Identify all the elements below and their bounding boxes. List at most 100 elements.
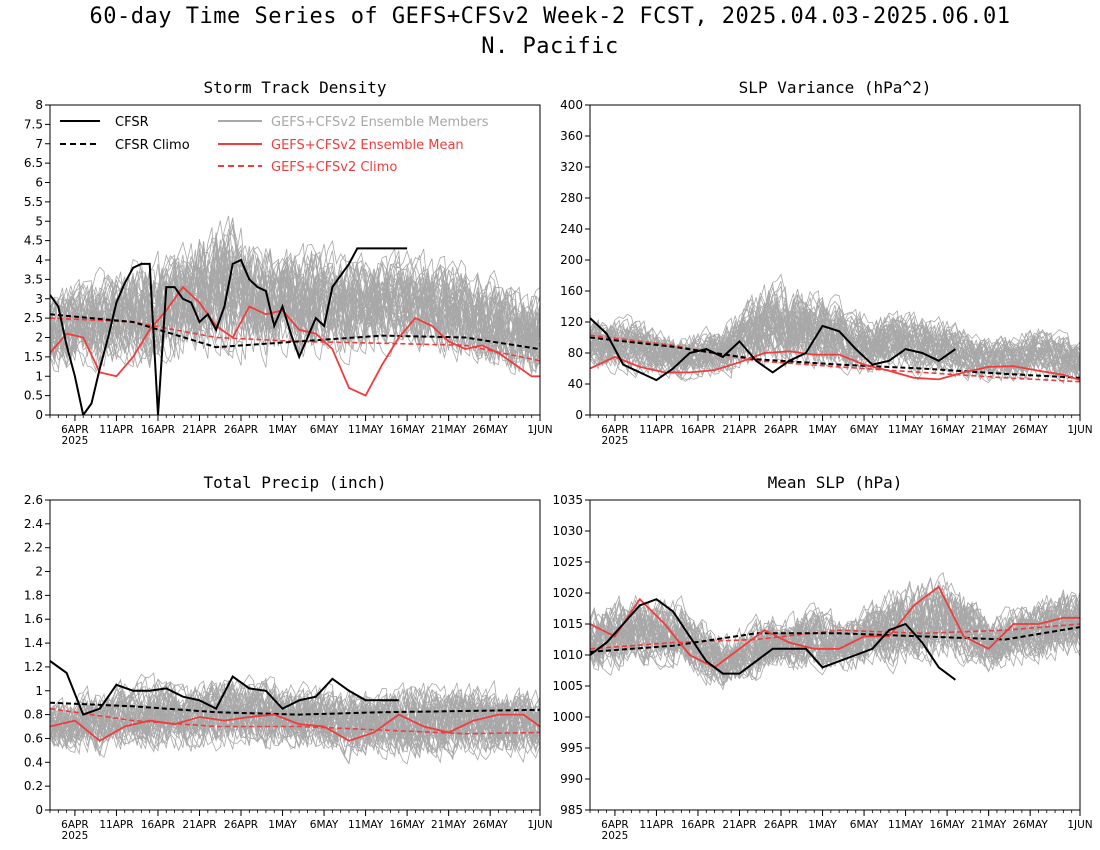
y-tick-label: 0.2 <box>24 779 43 793</box>
y-tick-label: 0 <box>35 408 43 422</box>
cfsr-climo-line <box>590 626 1080 653</box>
y-tick-label: 0.8 <box>24 708 43 722</box>
y-tick-label: 2.6 <box>24 493 43 507</box>
ensemble-climo-line <box>590 623 1080 650</box>
ensemble-mean-line <box>50 285 540 397</box>
panel-title: Total Precip (inch) <box>203 473 386 492</box>
panel-slp-variance: SLP Variance (hPa^2) 0 40 80 120 160 200 240 280… <box>560 78 1093 447</box>
ensemble-member-line <box>50 679 540 748</box>
y-tick-label: 8 <box>35 98 43 112</box>
cfsr-line <box>50 660 399 716</box>
y-tick-label: 360 <box>560 129 583 143</box>
ensemble-member-line <box>50 684 540 759</box>
x-tick-label: 26APR <box>224 424 258 436</box>
cfsr-climo-line <box>590 336 1080 379</box>
ensemble-member-line <box>50 681 540 759</box>
x-tick-label: 6APR <box>61 819 89 831</box>
ensemble-member-line <box>590 576 1080 670</box>
y-tick-label: 1 <box>35 369 43 383</box>
x-tick-label: 26MAY <box>473 819 509 831</box>
x-tick-label: 21MAY <box>971 424 1007 436</box>
x-tick-label: 21MAY <box>971 819 1007 831</box>
y-tick-label: 1025 <box>552 555 583 569</box>
x-tick-label: 6MAY <box>310 819 339 831</box>
y-tick-label: 6 <box>35 176 43 190</box>
ensemble-member-line <box>590 599 1080 687</box>
x-tick-label: 26APR <box>764 819 798 831</box>
panel-mean-slp: Mean SLP (hPa) 985 990 995 1000 1005 1010 1015 1… <box>552 473 1092 842</box>
panel-title: Mean SLP (hPa) <box>768 473 903 492</box>
panel-title: Storm Track Density <box>203 78 386 97</box>
x-year-label: 2025 <box>62 830 89 842</box>
y-tick-label: 240 <box>560 222 583 236</box>
y-tick-label: 1030 <box>552 524 583 538</box>
x-tick-label: 11APR <box>99 819 133 831</box>
y-tick-label: 80 <box>568 346 583 360</box>
x-tick-label: 1JUN <box>1067 424 1092 436</box>
x-tick-label: 6MAY <box>850 424 879 436</box>
y-tick-label: 1 <box>35 684 43 698</box>
x-tick-label: 21MAY <box>431 424 467 436</box>
x-tick-label: 16MAY <box>390 424 426 436</box>
y-tick-label: 5 <box>35 214 43 228</box>
ensemble-member-line <box>50 672 540 765</box>
y-tick-label: 1.4 <box>24 636 43 650</box>
cfsr-climo-line <box>50 313 540 351</box>
ensemble-member-line <box>590 593 1080 680</box>
panel-title: SLP Variance (hPa^2) <box>739 78 932 97</box>
x-year-label: 2025 <box>602 435 629 447</box>
x-tick-label: 6MAY <box>850 819 879 831</box>
x-tick-label: 16APR <box>681 819 715 831</box>
x-tick-label: 21APR <box>722 424 756 436</box>
y-tick-label: 995 <box>560 741 583 755</box>
x-tick-label: 16APR <box>141 424 175 436</box>
x-tick-label: 1MAY <box>268 424 297 436</box>
ensemble-member-line <box>50 687 540 758</box>
y-tick-label: 280 <box>560 191 583 205</box>
y-tick-label: 985 <box>560 803 583 817</box>
x-tick-label: 11APR <box>639 424 673 436</box>
y-tick-label: 2 <box>35 331 43 345</box>
x-tick-label: 1JUN <box>527 424 552 436</box>
ensemble-member-line <box>50 240 540 368</box>
ensemble-climo-line <box>50 707 540 735</box>
x-tick-label: 26MAY <box>473 424 509 436</box>
y-tick-label: 40 <box>568 377 583 391</box>
x-tick-label: 11MAY <box>888 819 924 831</box>
ensemble-member-line <box>590 306 1080 380</box>
y-tick-label: 1010 <box>552 648 583 662</box>
x-tick-label: 16MAY <box>390 819 426 831</box>
x-tick-label: 11MAY <box>348 424 384 436</box>
y-tick-label: 2.4 <box>24 517 43 531</box>
plot-frame <box>49 499 541 811</box>
y-tick-label: 200 <box>560 253 583 267</box>
y-tick-label: 400 <box>560 98 583 112</box>
legend-members-label: GEFS+CFSv2 Ensemble Members <box>271 115 489 130</box>
y-tick-label: 1.8 <box>24 588 43 602</box>
y-tick-label: 0 <box>35 803 43 817</box>
plot-area <box>590 273 1080 385</box>
ensemble-climo-line <box>590 334 1080 383</box>
ensemble-member-line <box>50 687 540 765</box>
ensemble-member-line <box>590 591 1080 681</box>
x-tick-label: 11APR <box>639 819 673 831</box>
x-tick-label: 6APR <box>601 819 629 831</box>
x-tick-label: 1MAY <box>268 819 297 831</box>
legend-cfsr-label: CFSR <box>115 115 149 130</box>
y-tick-label: 990 <box>560 772 583 786</box>
y-tick-label: 1035 <box>552 493 583 507</box>
y-tick-label: 4 <box>35 253 43 267</box>
y-tick-label: 1015 <box>552 617 583 631</box>
y-tick-label: 4.5 <box>24 234 43 248</box>
x-tick-label: 1MAY <box>808 819 837 831</box>
cfsr-line <box>590 317 956 382</box>
y-tick-label: 2 <box>35 565 43 579</box>
x-tick-label: 21APR <box>722 819 756 831</box>
y-tick-label: 1.6 <box>24 612 43 626</box>
ensemble-mean-line <box>50 713 540 742</box>
ensemble-member-line <box>50 688 540 759</box>
y-tick-label: 0 <box>575 408 583 422</box>
y-tick-label: 1000 <box>552 710 583 724</box>
ensemble-member-line <box>50 676 540 753</box>
